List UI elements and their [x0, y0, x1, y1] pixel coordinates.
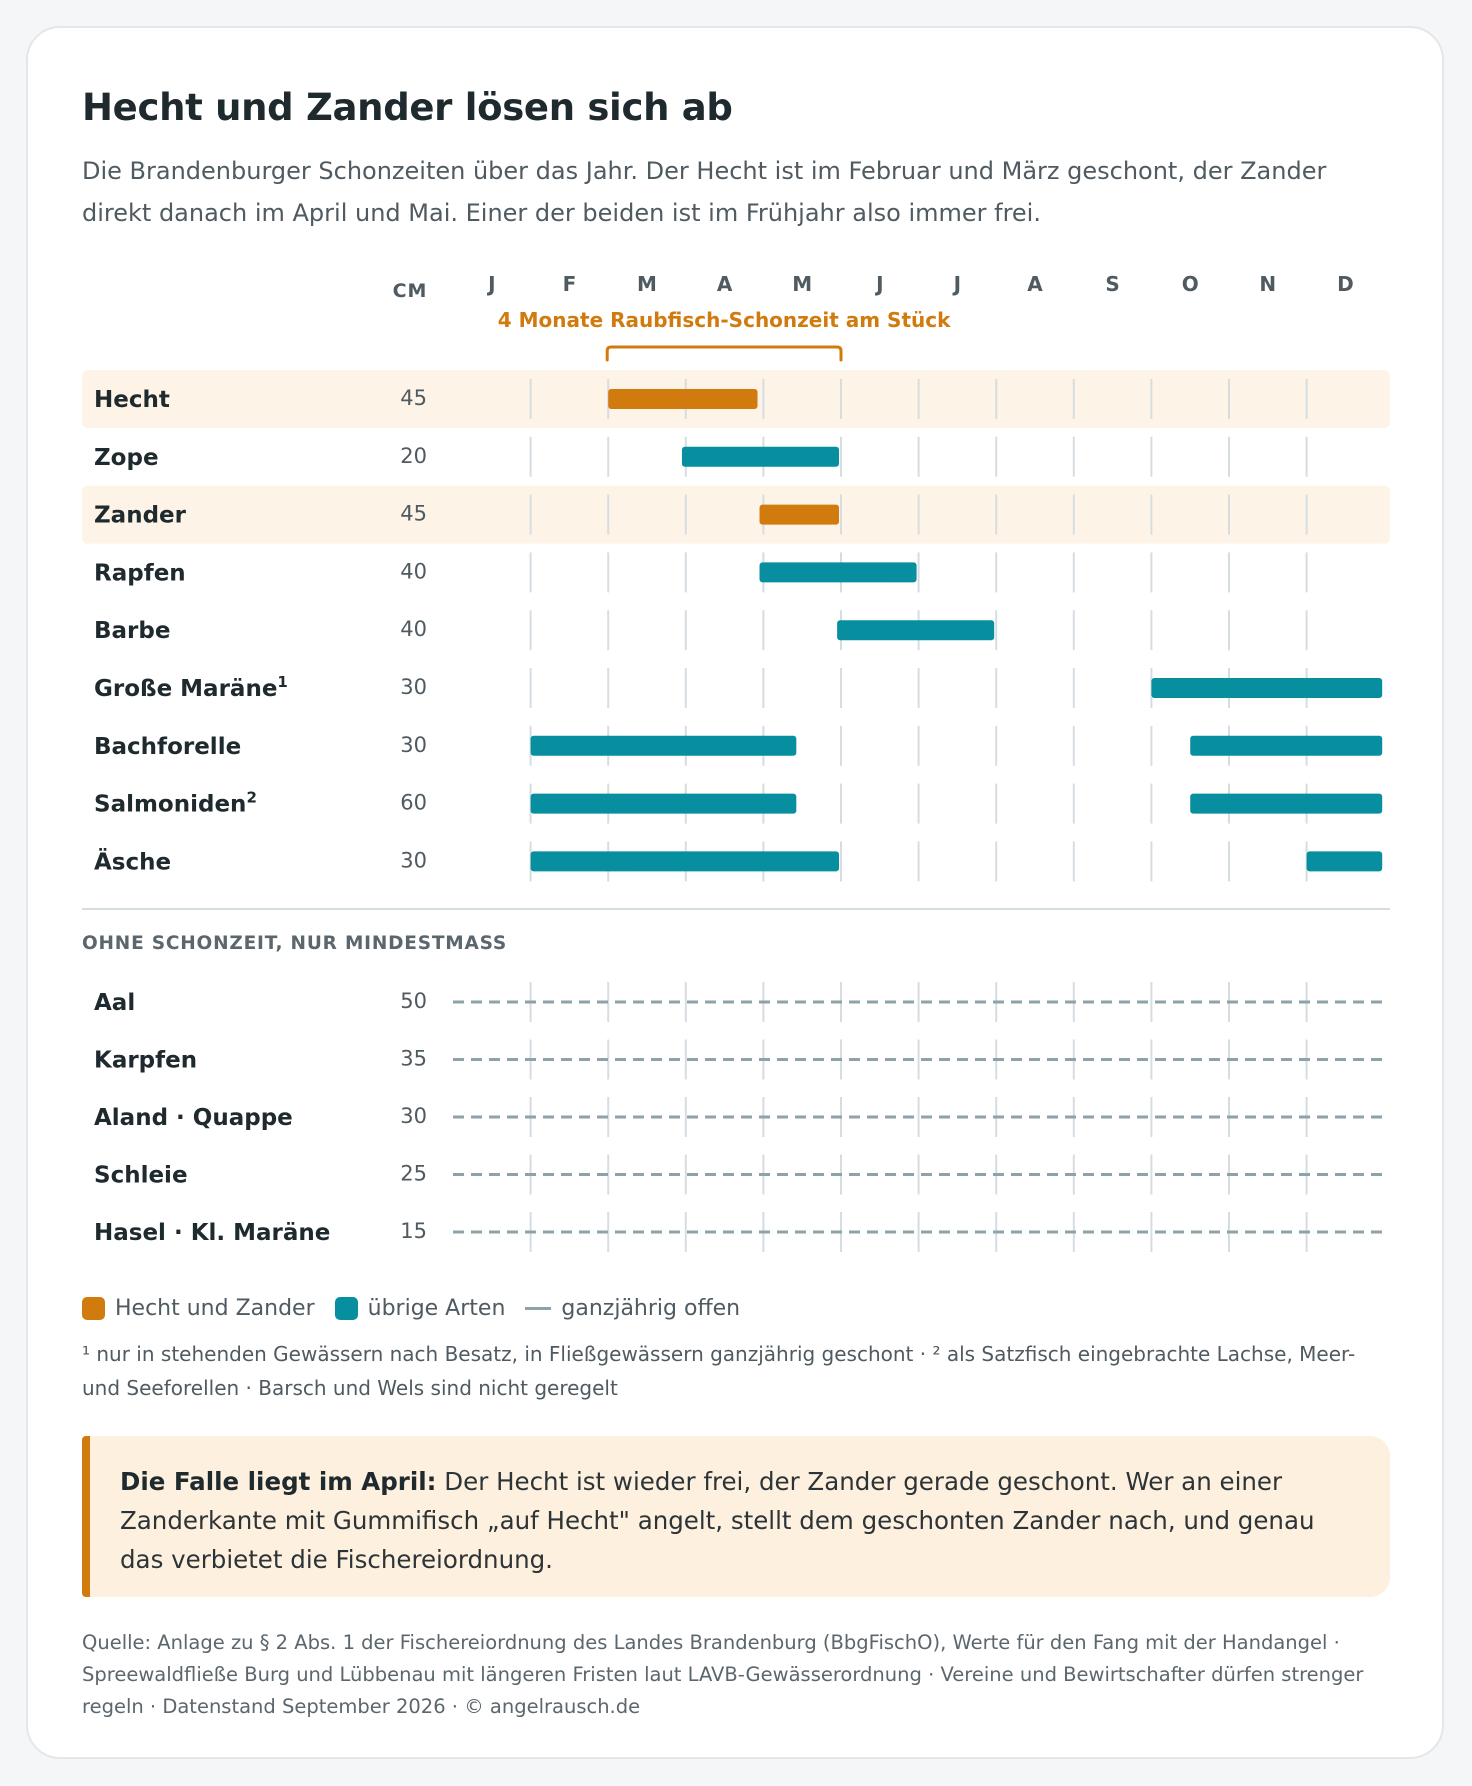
legend-swatch-teal — [334, 1296, 358, 1320]
legend-label-open: ganzjährig offen — [561, 1295, 741, 1321]
legend-label-others: übrige Arten — [367, 1295, 506, 1321]
footnote: ¹ nur in stehenden Gewässern nach Besatz… — [82, 1342, 1356, 1400]
callout-text: Der Hecht ist wieder frei, der Zander ge… — [120, 1467, 1315, 1574]
legend-line-open — [525, 1306, 552, 1310]
legend-item-hecht-zander: Hecht und Zander — [82, 1296, 315, 1321]
legend: Hecht und Zander übrige Arten ganzjährig… — [82, 1290, 760, 1326]
legend-item-others: übrige Arten — [334, 1295, 506, 1321]
chart-subtitle: Die Brandenburger Schonzeiten über das J… — [82, 157, 1327, 227]
callout-lead: Die Falle liegt im April: — [120, 1467, 437, 1496]
page-title: Hecht und Zander lösen sich ab — [82, 86, 733, 129]
callout-box: Die Falle liegt im April: Der Hecht ist … — [82, 1436, 1390, 1597]
legend-label-hecht-zander: Hecht und Zander — [115, 1295, 315, 1321]
legend-item-open: ganzjährig offen — [525, 1296, 740, 1321]
legend-swatch-orange — [82, 1296, 105, 1320]
source-note: Quelle: Anlage zu § 2 Abs. 1 der Fischer… — [82, 1631, 1364, 1718]
